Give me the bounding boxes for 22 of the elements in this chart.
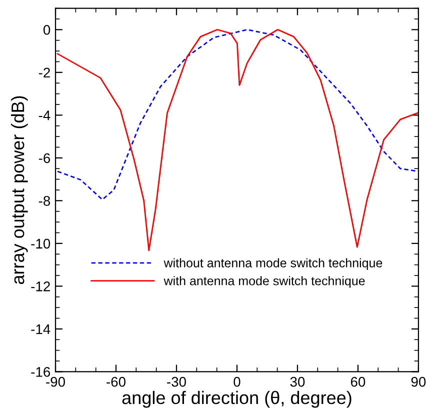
x-axis-title: angle of direction (θ, degree) xyxy=(122,390,352,408)
x-tick-label: -30 xyxy=(167,376,186,387)
x-tick-label: 60 xyxy=(350,376,366,387)
y-tick-label: -8 xyxy=(38,196,50,206)
x-tick-label: 90 xyxy=(411,376,426,387)
y-tick-label: -16 xyxy=(31,367,50,377)
legend-label: with antenna mode switch technique xyxy=(164,276,365,288)
line-series xyxy=(56,28,418,200)
x-tick-label: 0 xyxy=(234,376,240,387)
x-tick-label: -60 xyxy=(106,376,126,387)
y-tick-label: 0 xyxy=(43,24,50,35)
y-tick-label: -6 xyxy=(38,153,50,164)
x-tick-label: -90 xyxy=(46,376,66,387)
y-tick-label: -10 xyxy=(31,238,50,249)
y-tick-label: -12 xyxy=(31,282,50,292)
line-series xyxy=(56,28,418,252)
y-tick-label: -4 xyxy=(38,110,50,120)
x-tick-label: 30 xyxy=(290,376,305,387)
legend-label: without antenna mode switch technique xyxy=(164,258,382,270)
y-tick-label: -14 xyxy=(31,324,50,334)
y-tick-label: -2 xyxy=(38,68,50,78)
y-axis-title: array output power (dB) xyxy=(10,96,28,284)
